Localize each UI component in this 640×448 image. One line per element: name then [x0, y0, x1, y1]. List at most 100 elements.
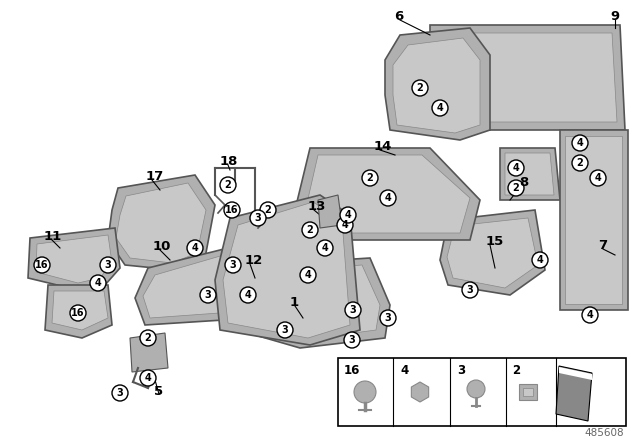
- Polygon shape: [130, 333, 168, 372]
- Text: 5: 5: [154, 384, 163, 397]
- Circle shape: [337, 217, 353, 233]
- Text: 485608: 485608: [584, 428, 624, 438]
- Circle shape: [462, 282, 478, 298]
- Text: 4: 4: [513, 163, 520, 173]
- Text: 2: 2: [417, 83, 424, 93]
- Polygon shape: [215, 195, 360, 345]
- Text: 1: 1: [290, 296, 299, 309]
- Text: 2: 2: [307, 225, 314, 235]
- Circle shape: [432, 100, 448, 116]
- Text: 16: 16: [344, 363, 360, 376]
- Circle shape: [112, 385, 128, 401]
- Text: 4: 4: [145, 373, 152, 383]
- Circle shape: [340, 207, 356, 223]
- Text: 6: 6: [394, 9, 403, 22]
- Text: 16: 16: [35, 260, 49, 270]
- Text: 3: 3: [457, 363, 465, 376]
- Text: 8: 8: [519, 176, 528, 189]
- Circle shape: [344, 332, 360, 348]
- Circle shape: [412, 80, 428, 96]
- Polygon shape: [28, 228, 120, 290]
- Circle shape: [200, 287, 216, 303]
- Text: 3: 3: [349, 335, 355, 345]
- Circle shape: [260, 202, 276, 218]
- Text: 4: 4: [436, 103, 444, 113]
- Circle shape: [224, 202, 240, 218]
- Bar: [338, 358, 626, 426]
- Circle shape: [100, 257, 116, 273]
- Text: 3: 3: [230, 260, 236, 270]
- Polygon shape: [500, 148, 560, 200]
- Text: 16: 16: [71, 308, 84, 318]
- Text: 3: 3: [205, 290, 211, 300]
- Circle shape: [380, 310, 396, 326]
- Text: 14: 14: [374, 139, 392, 152]
- Text: 4: 4: [322, 243, 328, 253]
- Polygon shape: [305, 155, 470, 233]
- Text: 3: 3: [349, 305, 356, 315]
- Text: 3: 3: [282, 325, 289, 335]
- Text: 2: 2: [145, 333, 152, 343]
- Text: 2: 2: [577, 158, 584, 168]
- Circle shape: [590, 170, 606, 186]
- Circle shape: [380, 190, 396, 206]
- Circle shape: [34, 257, 50, 273]
- Circle shape: [508, 180, 524, 196]
- Text: 4: 4: [95, 278, 101, 288]
- Circle shape: [220, 177, 236, 193]
- Text: 2: 2: [225, 180, 232, 190]
- Circle shape: [354, 381, 376, 403]
- Text: 4: 4: [244, 290, 252, 300]
- Circle shape: [187, 240, 203, 256]
- Polygon shape: [438, 33, 617, 122]
- Text: 12: 12: [245, 254, 263, 267]
- Text: 2: 2: [264, 205, 271, 215]
- Text: 4: 4: [577, 138, 584, 148]
- Polygon shape: [223, 202, 350, 338]
- Text: 3: 3: [467, 285, 474, 295]
- Polygon shape: [560, 130, 628, 310]
- Text: 2: 2: [367, 173, 373, 183]
- Text: 4: 4: [344, 210, 351, 220]
- Text: 10: 10: [153, 240, 172, 253]
- Text: 4: 4: [385, 193, 392, 203]
- Text: 4: 4: [400, 363, 408, 376]
- Text: 3: 3: [385, 313, 392, 323]
- Text: 13: 13: [308, 199, 326, 212]
- Text: 2: 2: [512, 363, 520, 376]
- Polygon shape: [36, 235, 112, 283]
- Polygon shape: [318, 195, 342, 228]
- Circle shape: [140, 370, 156, 386]
- Text: 16: 16: [225, 205, 239, 215]
- Polygon shape: [248, 258, 390, 348]
- Polygon shape: [430, 25, 625, 130]
- Circle shape: [345, 302, 361, 318]
- Circle shape: [140, 330, 156, 346]
- Polygon shape: [45, 285, 112, 338]
- Text: 4: 4: [595, 173, 602, 183]
- Polygon shape: [116, 183, 206, 263]
- Circle shape: [300, 267, 316, 283]
- Circle shape: [250, 210, 266, 226]
- Circle shape: [532, 252, 548, 268]
- Text: 4: 4: [536, 255, 543, 265]
- Text: 3: 3: [116, 388, 124, 398]
- Polygon shape: [385, 28, 490, 140]
- Polygon shape: [559, 367, 592, 380]
- Text: 11: 11: [44, 229, 62, 242]
- Polygon shape: [440, 210, 545, 295]
- Polygon shape: [295, 148, 480, 240]
- Circle shape: [582, 307, 598, 323]
- Polygon shape: [393, 38, 480, 133]
- Text: 3: 3: [104, 260, 111, 270]
- Text: 18: 18: [220, 155, 238, 168]
- Polygon shape: [505, 153, 554, 195]
- Circle shape: [508, 160, 524, 176]
- Text: 3: 3: [255, 213, 261, 223]
- Polygon shape: [135, 243, 258, 325]
- Circle shape: [467, 380, 485, 398]
- Text: 15: 15: [486, 234, 504, 247]
- Circle shape: [225, 257, 241, 273]
- Polygon shape: [412, 382, 429, 402]
- Bar: [519, 384, 537, 400]
